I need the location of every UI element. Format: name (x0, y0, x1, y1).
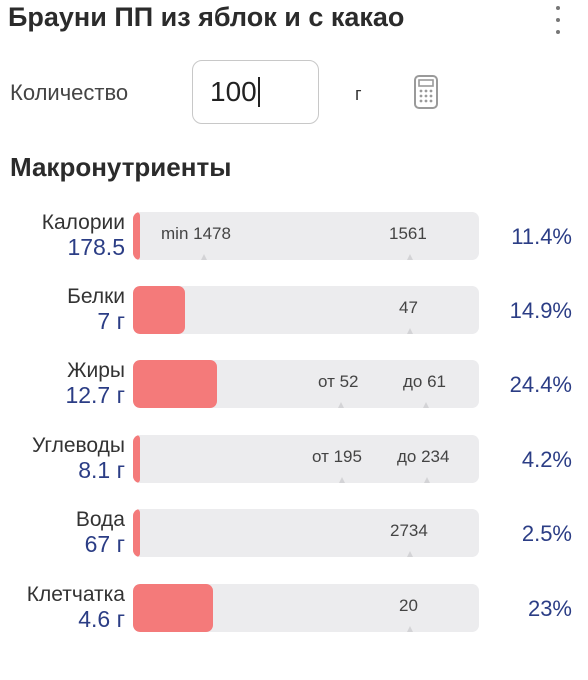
macro-name: Углеводы (31, 434, 125, 457)
macro-row-water: Вода 67 г 2734 2.5% (0, 509, 588, 569)
progress-track: 2734 (133, 509, 479, 557)
macro-row-fats: Жиры 12.7 г от 52 до 61 24.4% (0, 360, 588, 420)
max-marker: до 234 (397, 447, 450, 466)
marker-tick (424, 477, 430, 483)
macro-percent: 23% (527, 596, 572, 621)
progress-track: 20 (133, 584, 479, 632)
norm-marker: 2734 (390, 521, 428, 540)
quantity-input[interactable]: 100 (192, 60, 319, 124)
quantity-label: Количество (10, 80, 129, 105)
macro-row-calories: Калории 178.5 min 1478 1561 11.4% (0, 212, 588, 272)
macro-percent: 14.9% (509, 298, 572, 323)
marker-tick (407, 328, 413, 334)
progress-track: от 195 до 234 (133, 435, 479, 483)
macro-value: 178.5 (67, 234, 125, 260)
marker-tick (423, 402, 429, 408)
macro-value: 12.7 г (65, 382, 125, 408)
macro-value: 67 г (84, 531, 125, 557)
section-title: Макронутриенты (10, 152, 232, 182)
norm-marker: 20 (399, 596, 418, 615)
min-marker: от 195 (312, 447, 362, 466)
min-marker: min 1478 (161, 224, 231, 243)
page-title: Брауни ПП из яблок и с какао (8, 2, 405, 32)
macro-name: Калории (41, 211, 125, 234)
dot (556, 6, 560, 10)
macro-row-fiber: Клетчатка 4.6 г 20 23% (0, 584, 588, 644)
macro-percent: 11.4% (511, 224, 572, 249)
progress-fill (133, 360, 217, 408)
dot (556, 30, 560, 34)
progress-fill (133, 584, 213, 632)
macro-name: Вода (75, 508, 125, 531)
macro-percent: 24.4% (509, 372, 572, 397)
dot (556, 18, 560, 22)
more-vert-icon[interactable] (546, 6, 570, 34)
marker-tick (407, 626, 413, 632)
marker-tick (407, 254, 413, 260)
max-marker: до 61 (403, 372, 447, 391)
quantity-unit: г (355, 84, 362, 104)
macro-value: 8.1 г (78, 457, 125, 483)
norm-marker: 1561 (389, 224, 427, 243)
progress-track: min 1478 1561 (133, 212, 479, 260)
macro-row-carbs: Углеводы 8.1 г от 195 до 234 4.2% (0, 435, 588, 495)
macro-percent: 4.2% (521, 447, 572, 472)
macro-row-protein: Белки 7 г 47 14.9% (0, 286, 588, 346)
macro-name: Жиры (67, 359, 125, 382)
macro-value: 7 г (97, 308, 125, 334)
min-marker: от 52 (318, 372, 359, 391)
progress-track: от 52 до 61 (133, 360, 479, 408)
header: Брауни ПП из яблок и с какао (0, 0, 588, 40)
macro-value: 4.6 г (78, 606, 125, 632)
marker-tick (407, 551, 413, 557)
progress-fill (133, 435, 140, 483)
marker-tick (201, 254, 207, 260)
text-caret (257, 77, 260, 107)
quantity-value: 100 (210, 76, 257, 107)
progress-fill (133, 509, 140, 557)
calculator-icon[interactable] (413, 74, 439, 110)
macro-percent: 2.5% (521, 521, 572, 546)
progress-fill (133, 286, 185, 334)
norm-marker: 47 (399, 298, 418, 317)
marker-tick (339, 477, 345, 483)
progress-track: 47 (133, 286, 479, 334)
marker-tick (338, 402, 344, 408)
macro-name: Белки (67, 285, 125, 308)
progress-fill (133, 212, 140, 260)
macro-name: Клетчатка (26, 583, 125, 606)
